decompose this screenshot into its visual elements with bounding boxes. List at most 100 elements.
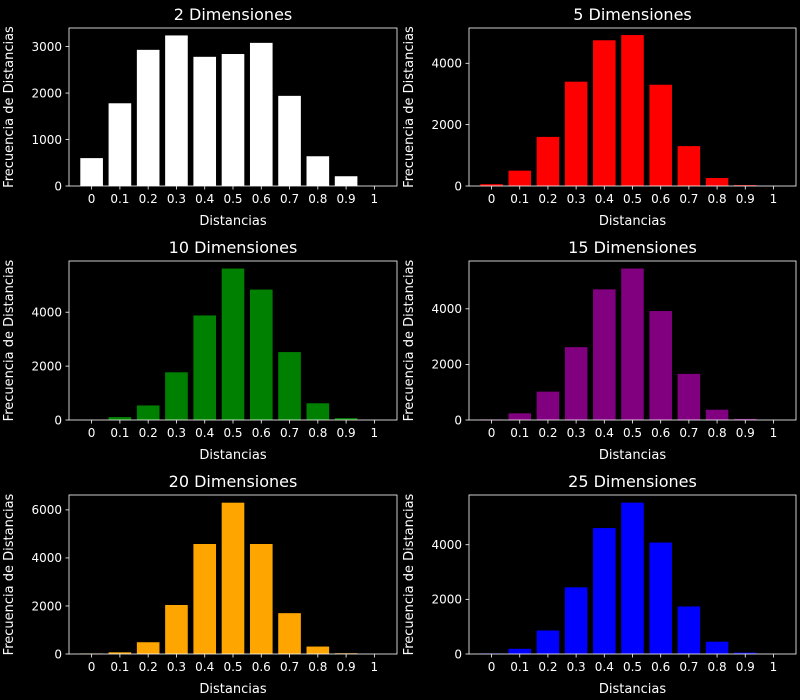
x-tick-label: 0.4 (595, 426, 614, 440)
x-tick-label: 0.4 (195, 660, 214, 674)
bar (649, 311, 672, 420)
y-tick-label: 0 (454, 413, 462, 427)
x-tick-label: 0.6 (651, 660, 670, 674)
x-tick-label: 0.8 (708, 426, 727, 440)
chart-panel: 0 0.1 0.2 0.3 0.4 0.5 0.6 0.7 0.8 0.9 1 0 2000 4000 15… (402, 238, 797, 463)
x-tick-label: 0.7 (280, 660, 299, 674)
y-tick-label: 2000 (431, 118, 462, 132)
x-tick-label: 0.8 (708, 192, 727, 206)
y-tick-label: 3000 (31, 40, 62, 54)
x-tick-label: 1 (371, 660, 379, 674)
y-axis-label: Frecuencia de Distancias (2, 259, 17, 421)
x-tick-label: 0.7 (280, 426, 299, 440)
y-tick-label: 4000 (431, 538, 462, 552)
x-tick-label: 0.6 (651, 426, 670, 440)
x-tick-label: 0.3 (567, 192, 586, 206)
bar (221, 268, 245, 420)
x-tick-label: 0.6 (252, 426, 271, 440)
x-tick-label: 0 (488, 660, 496, 674)
y-tick-label: 0 (54, 413, 62, 427)
x-tick-label: 0.3 (167, 426, 186, 440)
x-axis-label: Distancias (599, 682, 666, 697)
y-tick-label: 4000 (431, 57, 462, 71)
chart-title: 25 Dimensiones (568, 472, 697, 491)
y-tick-label: 2000 (431, 593, 462, 607)
x-tick-label: 1 (770, 192, 778, 206)
bar (649, 542, 672, 654)
bar (677, 373, 701, 420)
bar (249, 289, 273, 420)
bar (165, 35, 188, 186)
bar (564, 81, 588, 186)
bar (278, 95, 301, 186)
x-axis-label: Distancias (199, 448, 266, 463)
x-tick-label: 0.8 (308, 426, 327, 440)
bar (108, 417, 132, 420)
y-tick-label: 0 (454, 179, 462, 193)
y-tick-label: 2000 (431, 358, 462, 372)
x-tick-label: 0 (488, 426, 496, 440)
chart-title: 5 Dimensiones (573, 5, 692, 24)
x-tick-label: 0 (88, 426, 96, 440)
x-tick-label: 0.6 (252, 660, 271, 674)
chart-panel: 0 0.1 0.2 0.3 0.4 0.5 0.6 0.7 0.8 0.9 1 0 2000 4000 5 … (402, 5, 797, 229)
bar (221, 502, 245, 654)
y-axis-label: Frecuencia de Distancias (402, 259, 417, 421)
x-tick-label: 0.4 (195, 426, 214, 440)
bar (136, 642, 160, 654)
x-tick-label: 0.5 (623, 192, 642, 206)
x-tick-label: 0.2 (139, 660, 158, 674)
x-tick-label: 0.6 (252, 192, 271, 206)
chart-panel: 0 0.1 0.2 0.3 0.4 0.5 0.6 0.7 0.8 0.9 1 0 1000 2000 30… (2, 5, 398, 229)
bar (705, 409, 729, 420)
x-tick-label: 0.5 (623, 426, 642, 440)
x-tick-label: 0.5 (223, 426, 242, 440)
x-axis-label: Distancias (599, 448, 666, 463)
chart-title: 10 Dimensiones (169, 238, 298, 257)
x-tick-label: 0.9 (337, 426, 356, 440)
bar (621, 502, 644, 654)
bar (480, 184, 503, 186)
bar (193, 315, 217, 420)
x-tick-label: 0.3 (567, 660, 586, 674)
x-tick-label: 0.7 (679, 192, 698, 206)
bar (306, 156, 330, 186)
x-tick-label: 0.7 (679, 426, 698, 440)
x-tick-label: 0.1 (510, 192, 529, 206)
x-tick-label: 0.9 (736, 426, 755, 440)
bar (564, 347, 588, 420)
y-tick-label: 2000 (31, 86, 62, 100)
bar (221, 54, 245, 186)
x-tick-label: 0.2 (139, 192, 158, 206)
bar (193, 544, 217, 654)
x-tick-label: 0.7 (679, 660, 698, 674)
x-tick-label: 0.8 (308, 660, 327, 674)
x-axis-label: Distancias (199, 214, 266, 229)
bar (593, 289, 616, 420)
x-axis-label: Distancias (599, 214, 666, 229)
x-tick-label: 0.1 (510, 426, 529, 440)
bar (278, 352, 301, 420)
y-tick-label: 4000 (31, 306, 62, 320)
x-tick-label: 0.8 (308, 192, 327, 206)
x-tick-label: 0.5 (223, 192, 242, 206)
x-tick-label: 0.5 (223, 660, 242, 674)
x-tick-label: 0.2 (538, 192, 557, 206)
bar (536, 630, 560, 654)
x-tick-label: 1 (371, 426, 379, 440)
x-tick-label: 0.1 (110, 192, 129, 206)
y-tick-label: 4000 (431, 302, 462, 316)
bar (733, 418, 757, 420)
x-tick-label: 0.5 (623, 660, 642, 674)
bar (193, 56, 217, 187)
x-tick-label: 0.1 (510, 660, 529, 674)
bar (649, 84, 672, 186)
bar (249, 42, 273, 187)
x-tick-label: 0.4 (595, 192, 614, 206)
bar (136, 405, 160, 420)
bar (306, 646, 330, 654)
bar (593, 528, 616, 654)
y-axis-label: Frecuencia de Distancias (402, 26, 417, 188)
bar (334, 418, 358, 420)
y-tick-label: 1000 (31, 133, 62, 147)
